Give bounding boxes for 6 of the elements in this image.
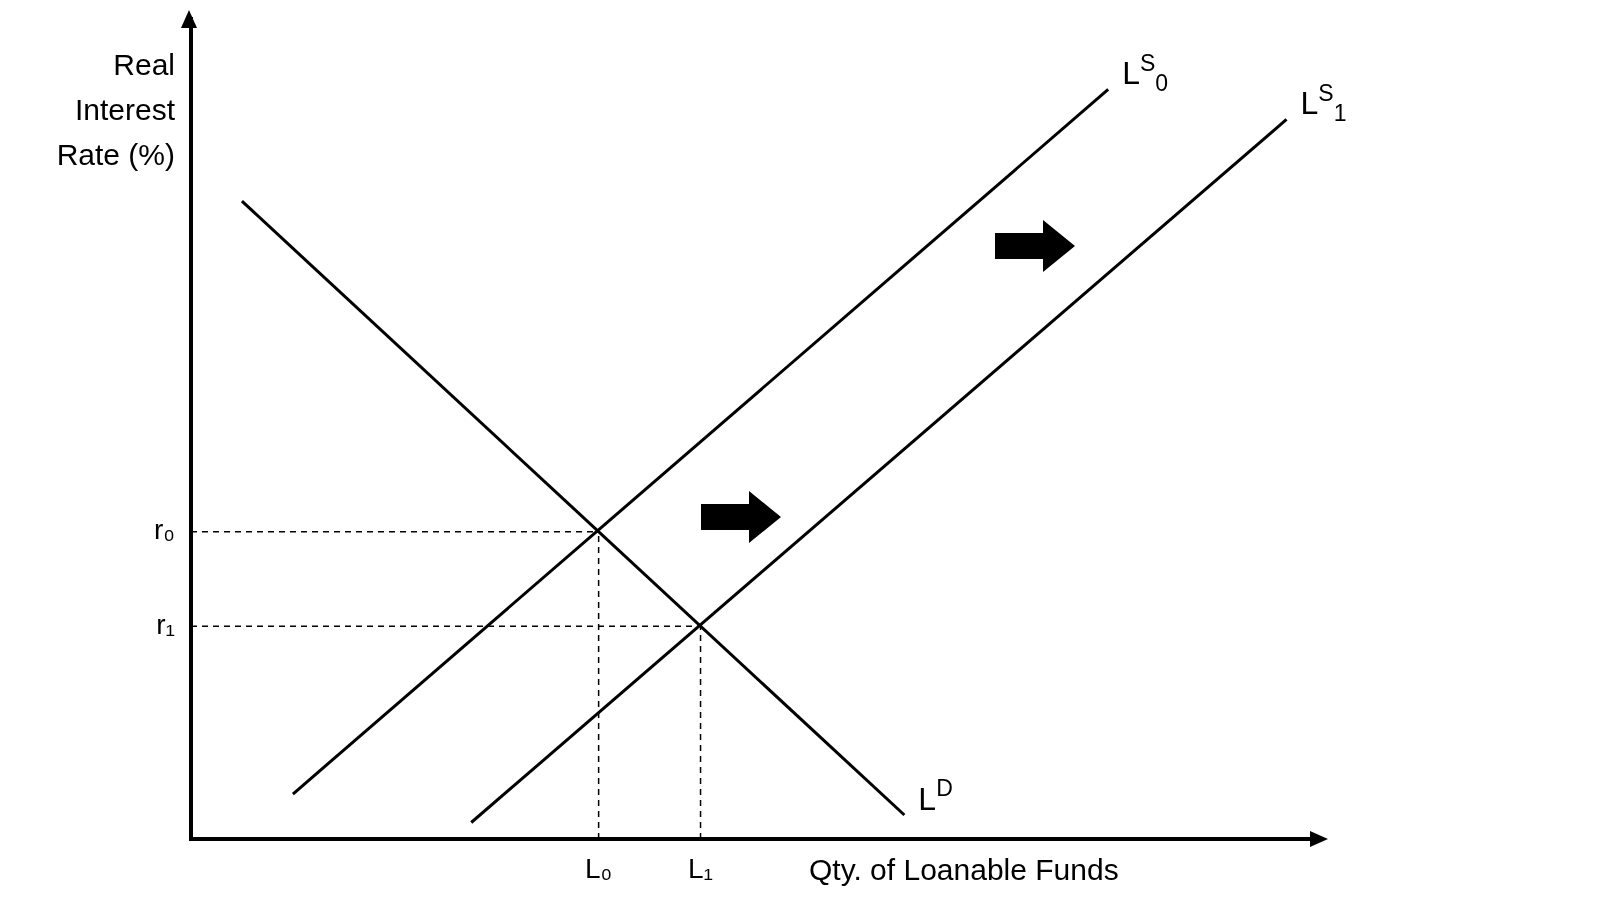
ref-line-label: r₀ (154, 514, 175, 546)
ref-line-label: r₁ (156, 608, 175, 640)
x-tick-label: L₀ (585, 852, 613, 884)
x-tick-label: L₁ (688, 852, 714, 884)
x-axis-title: Qty. of Loanable Funds (809, 853, 1119, 887)
y-axis-title: Real Interest Rate (%) (56, 48, 176, 172)
